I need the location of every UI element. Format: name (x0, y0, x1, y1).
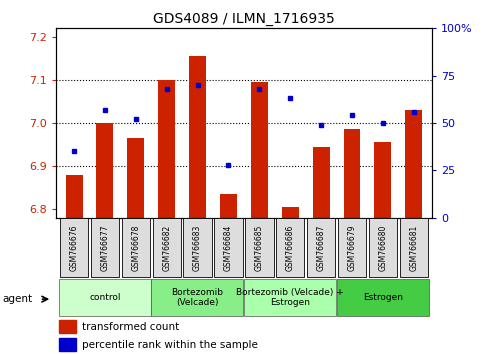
Text: transformed count: transformed count (82, 322, 179, 332)
Bar (374, 142, 391, 218)
Title: GDS4089 / ILMN_1716935: GDS4089 / ILMN_1716935 (153, 12, 335, 26)
Text: agent: agent (2, 294, 32, 304)
FancyBboxPatch shape (399, 218, 428, 277)
Bar (128, 138, 144, 218)
Text: GSM766678: GSM766678 (131, 224, 141, 271)
Text: GSM766681: GSM766681 (409, 225, 418, 271)
Bar (97, 123, 114, 218)
Bar (313, 147, 329, 218)
FancyBboxPatch shape (91, 218, 119, 277)
Text: GSM766679: GSM766679 (347, 224, 356, 271)
Text: Estrogen: Estrogen (363, 293, 403, 302)
Text: percentile rank within the sample: percentile rank within the sample (82, 340, 258, 350)
Bar (343, 130, 360, 218)
FancyBboxPatch shape (122, 218, 150, 277)
FancyBboxPatch shape (245, 218, 273, 277)
Text: control: control (89, 293, 121, 302)
Bar (220, 194, 237, 218)
Text: GSM766686: GSM766686 (286, 224, 295, 271)
Text: Bortezomib
(Velcade): Bortezomib (Velcade) (171, 288, 224, 307)
Bar (59, 338, 76, 351)
FancyBboxPatch shape (369, 218, 397, 277)
FancyBboxPatch shape (338, 218, 366, 277)
Text: Bortezomib (Velcade) +
Estrogen: Bortezomib (Velcade) + Estrogen (236, 288, 344, 307)
Text: GSM766683: GSM766683 (193, 224, 202, 271)
Bar (251, 82, 268, 218)
Text: GSM766685: GSM766685 (255, 224, 264, 271)
FancyBboxPatch shape (184, 218, 212, 277)
FancyBboxPatch shape (153, 218, 181, 277)
Text: GSM766677: GSM766677 (100, 224, 110, 271)
Bar (59, 320, 76, 333)
FancyBboxPatch shape (214, 218, 242, 277)
FancyBboxPatch shape (337, 279, 428, 316)
Bar (158, 80, 175, 218)
Bar (189, 56, 206, 218)
FancyBboxPatch shape (60, 218, 88, 277)
FancyBboxPatch shape (307, 218, 335, 277)
Text: GSM766682: GSM766682 (162, 225, 171, 271)
Bar (66, 175, 83, 218)
FancyBboxPatch shape (58, 279, 151, 316)
Text: GSM766687: GSM766687 (317, 224, 326, 271)
Text: GSM766676: GSM766676 (70, 224, 79, 271)
Text: GSM766680: GSM766680 (378, 224, 387, 271)
FancyBboxPatch shape (151, 279, 243, 316)
FancyBboxPatch shape (244, 279, 336, 316)
Bar (405, 110, 422, 218)
FancyBboxPatch shape (276, 218, 304, 277)
Text: GSM766684: GSM766684 (224, 224, 233, 271)
Bar (282, 207, 298, 218)
